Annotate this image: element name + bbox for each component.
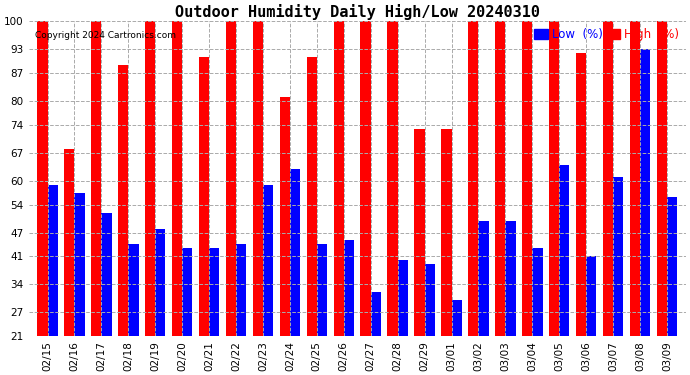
Bar bbox=[549, 21, 560, 336]
Bar bbox=[226, 21, 236, 336]
Bar bbox=[424, 264, 435, 336]
Bar bbox=[128, 244, 139, 336]
Bar bbox=[667, 196, 677, 336]
Bar bbox=[576, 53, 586, 336]
Bar bbox=[586, 256, 596, 336]
Bar bbox=[317, 244, 327, 336]
Bar bbox=[182, 249, 193, 336]
Bar bbox=[560, 165, 569, 336]
Bar bbox=[532, 249, 542, 336]
Bar bbox=[478, 220, 489, 336]
Legend: Low  (%), High  (%): Low (%), High (%) bbox=[533, 27, 680, 43]
Bar bbox=[397, 260, 408, 336]
Bar bbox=[613, 177, 623, 336]
Bar bbox=[155, 228, 166, 336]
Bar bbox=[101, 213, 112, 336]
Bar bbox=[48, 185, 58, 336]
Bar bbox=[172, 21, 182, 336]
Bar bbox=[279, 97, 290, 336]
Bar bbox=[387, 21, 397, 336]
Bar bbox=[371, 292, 381, 336]
Bar bbox=[75, 193, 85, 336]
Text: Copyright 2024 Cartronics.com: Copyright 2024 Cartronics.com bbox=[35, 31, 176, 40]
Bar bbox=[451, 300, 462, 336]
Bar bbox=[209, 249, 219, 336]
Bar bbox=[64, 149, 75, 336]
Bar bbox=[306, 57, 317, 336]
Bar bbox=[290, 169, 300, 336]
Bar bbox=[414, 129, 424, 336]
Bar bbox=[344, 240, 354, 336]
Bar bbox=[469, 21, 478, 336]
Bar bbox=[603, 21, 613, 336]
Bar bbox=[145, 21, 155, 336]
Bar bbox=[118, 65, 128, 336]
Title: Outdoor Humidity Daily High/Low 20240310: Outdoor Humidity Daily High/Low 20240310 bbox=[175, 4, 540, 20]
Bar bbox=[640, 49, 650, 336]
Bar bbox=[333, 21, 344, 336]
Bar bbox=[263, 185, 273, 336]
Bar bbox=[495, 21, 505, 336]
Bar bbox=[199, 57, 209, 336]
Bar bbox=[236, 244, 246, 336]
Bar bbox=[37, 21, 48, 336]
Bar bbox=[91, 21, 101, 336]
Bar bbox=[442, 129, 451, 336]
Bar bbox=[522, 21, 532, 336]
Bar bbox=[360, 21, 371, 336]
Bar bbox=[253, 21, 263, 336]
Bar bbox=[505, 220, 515, 336]
Bar bbox=[630, 21, 640, 336]
Bar bbox=[657, 21, 667, 336]
